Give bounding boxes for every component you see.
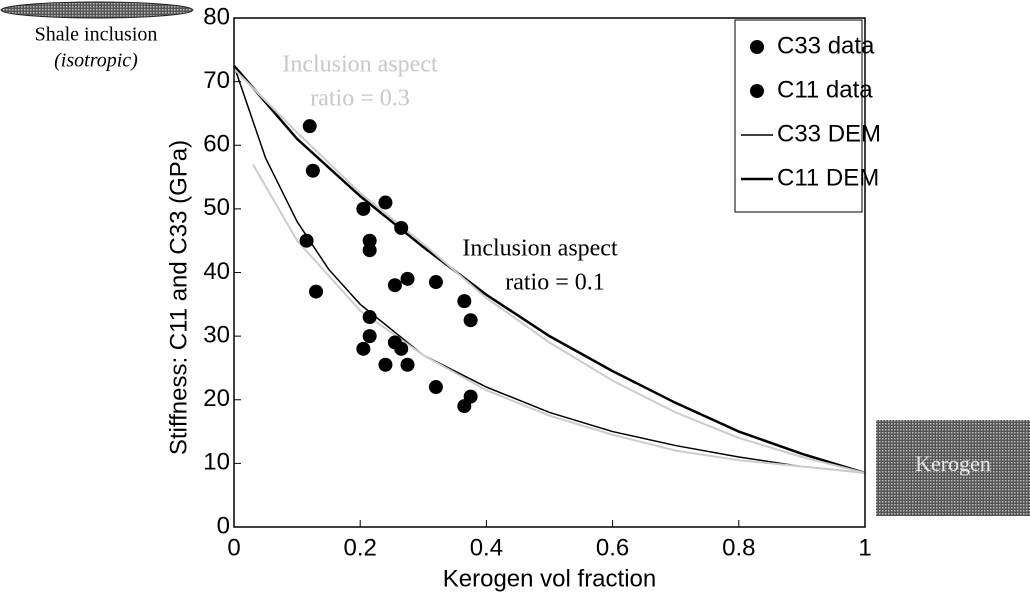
data-point: [428, 275, 443, 290]
legend-label: C11 DEM: [777, 164, 879, 191]
data-point: [309, 284, 324, 299]
legend-label: C11 data: [777, 76, 873, 103]
y-tick-label: 40: [203, 258, 230, 285]
y-axis-label: Stiffness: C11 and C33 (GPa): [165, 140, 192, 455]
annotation: Inclusion aspect: [282, 52, 438, 78]
dem-curve: [233, 64, 866, 475]
data-point: [362, 329, 377, 344]
annotation: Inclusion aspect: [462, 236, 618, 262]
data-point: [463, 389, 478, 404]
x-tick-label: 0.4: [470, 534, 503, 561]
x-tick-label: 0: [227, 534, 240, 561]
annotation: (isotropic): [54, 50, 138, 72]
data-point: [305, 163, 320, 178]
y-tick-label: 0: [217, 512, 230, 539]
x-tick-label: 1: [858, 534, 871, 561]
data-point: [356, 341, 371, 356]
y-tick-label: 10: [203, 449, 230, 476]
annotation: Kerogen: [915, 451, 991, 476]
dem-curve: [233, 65, 866, 474]
y-tick-label: 30: [203, 321, 230, 348]
legend-marker: [750, 84, 764, 98]
data-point: [378, 195, 393, 210]
data-point: [394, 220, 409, 235]
legend-marker: [750, 40, 764, 54]
x-tick-label: 0.8: [722, 534, 755, 561]
annotation: Shale inclusion: [35, 24, 158, 46]
data-point: [428, 380, 443, 395]
legend-label: C33 DEM: [777, 120, 881, 147]
data-point: [302, 119, 317, 134]
data-point: [394, 341, 409, 356]
data-point: [387, 278, 402, 293]
data-point: [400, 271, 415, 286]
data-point: [400, 357, 415, 372]
y-tick-label: 80: [203, 3, 230, 30]
kerogen-box: [876, 420, 1030, 516]
annotation: ratio = 0.3: [310, 86, 410, 112]
data-point: [299, 233, 314, 248]
x-tick-label: 0.6: [596, 534, 629, 561]
data-point: [362, 310, 377, 325]
annotation: ratio = 0.1: [505, 270, 605, 296]
y-tick-label: 50: [203, 194, 230, 221]
x-axis-label: Kerogen vol fraction: [443, 565, 656, 592]
x-tick-label: 0.2: [344, 534, 377, 561]
dem-curve: [233, 68, 866, 474]
data-point: [457, 294, 472, 309]
y-tick-label: 70: [203, 67, 230, 94]
shale-inclusion-icon: [0, 1, 194, 19]
y-tick-label: 20: [203, 385, 230, 412]
data-point: [378, 357, 393, 372]
y-tick-label: 60: [203, 131, 230, 158]
dem-curve: [252, 163, 866, 474]
data-point: [362, 243, 377, 258]
data-point: [356, 201, 371, 216]
legend-label: C33 data: [777, 32, 875, 59]
data-point: [463, 313, 478, 328]
